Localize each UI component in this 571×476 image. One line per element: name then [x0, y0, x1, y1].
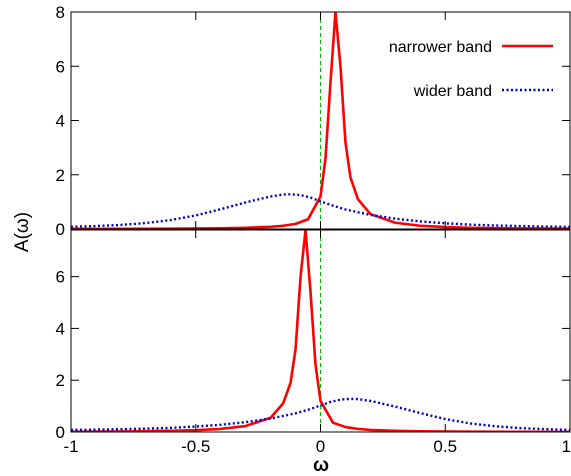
legend-label-narrower-band: narrower band [389, 39, 492, 56]
x-axis-label: ω [313, 455, 329, 476]
y-tick-label: 6 [56, 268, 65, 287]
y-tick-label: 6 [56, 57, 65, 76]
y-axis-label: A(ω) [12, 212, 33, 252]
series-wider-band-line [71, 193, 570, 229]
y-tick-label: 0 [56, 220, 65, 239]
x-tick-label: -1 [63, 437, 78, 456]
x-tick-label: 1 [562, 437, 571, 456]
y-tick-label: 4 [56, 319, 65, 338]
legend-label-wider-band: wider band [413, 83, 492, 100]
panel-bottom: 0 2 4 6 [56, 229, 571, 442]
x-tick-label: 0 [316, 437, 325, 456]
series-narrower-band-line [71, 230, 570, 432]
y-tick-label: 2 [56, 166, 65, 185]
y-tick-label: 2 [56, 371, 65, 390]
legend: narrower band wider band [389, 39, 553, 100]
y-tick-label: 4 [56, 112, 65, 131]
y-tick-label: 8 [56, 3, 65, 22]
series-wider-band-line [71, 397, 570, 432]
y-tick-label: 0 [56, 423, 65, 442]
panel-top: 0 2 4 6 8 narrower band wider band [56, 3, 571, 239]
x-tick-label: -0.5 [181, 437, 210, 456]
x-tick-label: 0.5 [433, 437, 457, 456]
series-narrower-band-line [71, 12, 570, 229]
